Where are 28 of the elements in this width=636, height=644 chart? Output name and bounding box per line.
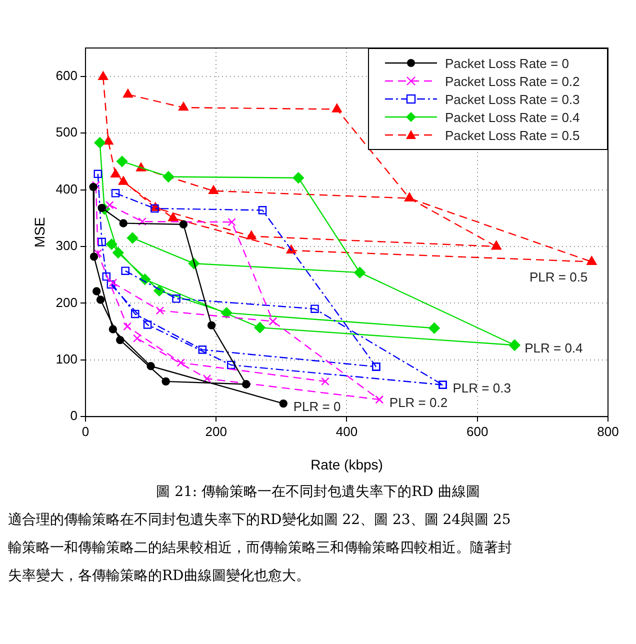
text: 失率變大，各傳輸策略的RD曲線圖變化也愈大。 — [8, 567, 311, 586]
y-axis-title: MSE — [31, 217, 48, 248]
annotation: PLR = 0 — [293, 399, 341, 414]
y-tick-label: 300 — [56, 238, 78, 254]
legend-label: Packet Loss Rate = 0 — [445, 56, 569, 70]
x-tick-label: 0 — [82, 424, 90, 439]
legend-label: Packet Loss Rate = 0.2 — [445, 74, 580, 88]
annotation: PLR = 0.5 — [529, 269, 588, 284]
caption: 圖 21: 傳輸策略一在不同封包遺失率下的RD 曲線圖 — [155, 483, 481, 502]
annotation: PLR = 0.2 — [389, 395, 448, 410]
y-tick-label: 200 — [56, 294, 78, 310]
text: 輸策略一和傳輸策略二的結果較相近，而傳輸策略三和傳輸策略四較相近。隨著封 — [8, 539, 513, 558]
x-tick-label: 600 — [466, 424, 488, 439]
legend-label: Packet Loss Rate = 0.3 — [445, 92, 580, 106]
y-tick-label: 0 — [70, 408, 78, 424]
x-tick-label: 200 — [205, 424, 227, 439]
x-tick-label: 400 — [336, 424, 358, 439]
text: 適合理的傳輸策略在不同封包遺失率下的RD變化如圖 22、圖 23、圖 24與圖 25 — [8, 511, 512, 530]
y-tick-label: 100 — [56, 351, 78, 366]
y-tick-label: 500 — [56, 124, 78, 140]
annotation: PLR = 0.3 — [452, 380, 511, 396]
x-axis-title: Rate (kbps) — [310, 456, 383, 472]
y-tick-label: 400 — [56, 181, 78, 196]
x-tick-label: 800 — [597, 424, 619, 439]
y-tick-label: 600 — [56, 68, 78, 83]
legend-label: Packet Loss Rate = 0.4 — [445, 110, 580, 124]
annotation: PLR = 0.4 — [524, 340, 583, 356]
legend-label: Packet Loss Rate = 0.5 — [445, 128, 580, 142]
